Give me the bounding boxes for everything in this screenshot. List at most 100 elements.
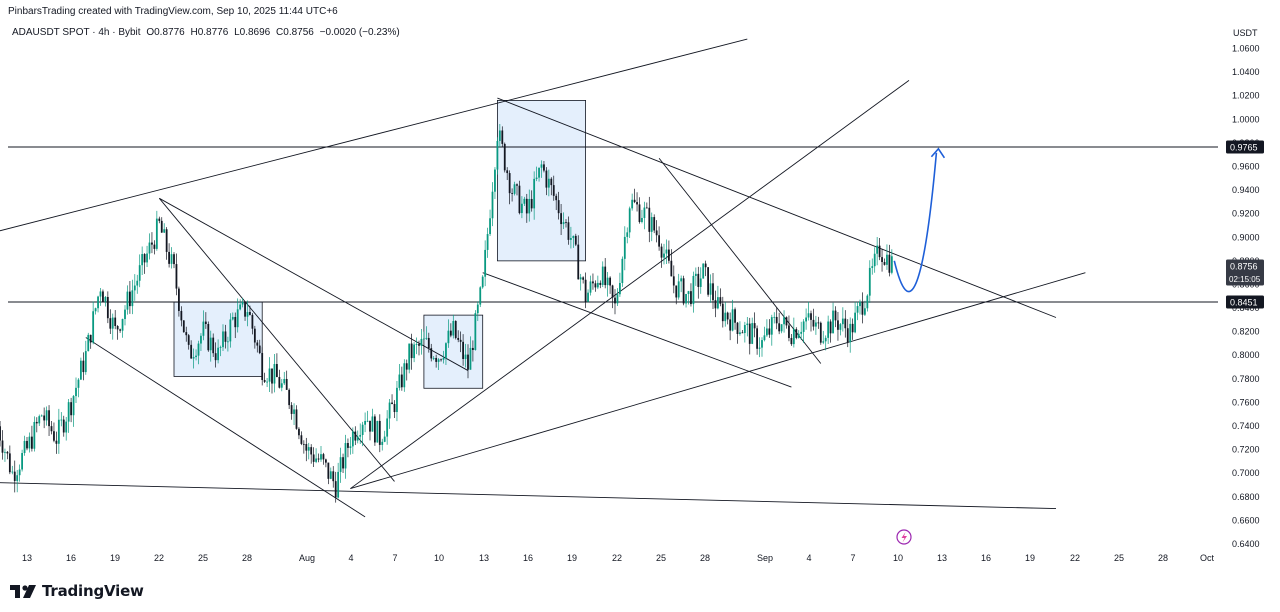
candle-body[interactable]: [6, 451, 9, 454]
candle-body[interactable]: [200, 335, 202, 344]
candle-body[interactable]: [119, 329, 121, 331]
candle-body[interactable]: [873, 253, 876, 267]
candle-body[interactable]: [82, 360, 85, 373]
candle-body[interactable]: [854, 312, 856, 333]
candle-body[interactable]: [400, 374, 403, 388]
candle-body[interactable]: [645, 207, 648, 209]
candle-body[interactable]: [266, 381, 268, 383]
candle-body[interactable]: [494, 169, 496, 192]
candle-body[interactable]: [868, 267, 871, 296]
candle-body[interactable]: [38, 416, 41, 424]
candle-body[interactable]: [413, 344, 415, 359]
candle-body[interactable]: [677, 281, 680, 298]
candle-body[interactable]: [653, 217, 656, 231]
candle-body[interactable]: [227, 341, 229, 343]
candle-body[interactable]: [4, 451, 6, 453]
candle-body[interactable]: [359, 434, 362, 437]
candle-body[interactable]: [195, 355, 197, 358]
candle-body[interactable]: [48, 410, 50, 427]
candle-body[interactable]: [106, 296, 109, 319]
candle-body[interactable]: [283, 378, 286, 384]
candle-body[interactable]: [812, 319, 815, 327]
candle-body[interactable]: [366, 420, 369, 422]
candle-body[interactable]: [391, 402, 393, 405]
candle-body[interactable]: [570, 238, 572, 240]
candle-body[interactable]: [28, 436, 31, 449]
candle-body[interactable]: [163, 229, 166, 233]
candle-body[interactable]: [523, 198, 526, 204]
candle-body[interactable]: [185, 332, 188, 336]
candle-body[interactable]: [305, 444, 308, 451]
candle-body[interactable]: [354, 431, 357, 441]
candle-body[interactable]: [638, 204, 641, 222]
candle-body[interactable]: [435, 357, 438, 362]
candle-body[interactable]: [445, 343, 447, 358]
candle-body[interactable]: [552, 185, 555, 196]
candle-body[interactable]: [334, 481, 337, 498]
candle-body[interactable]: [748, 323, 751, 344]
candle-body[interactable]: [374, 416, 376, 443]
candle-body[interactable]: [420, 338, 423, 346]
candle-body[interactable]: [525, 198, 528, 214]
projection-arrow-path[interactable]: [893, 152, 938, 293]
candle-body[interactable]: [317, 458, 320, 460]
candle-body[interactable]: [886, 254, 888, 265]
candle-body[interactable]: [57, 419, 60, 444]
candle-body[interactable]: [50, 426, 53, 432]
candle-body[interactable]: [418, 344, 420, 346]
candle-body[interactable]: [658, 235, 660, 247]
candle-body[interactable]: [447, 330, 450, 344]
candle-body[interactable]: [792, 329, 795, 345]
candle-body[interactable]: [628, 208, 631, 233]
candle-body[interactable]: [582, 277, 585, 280]
candle-body[interactable]: [258, 345, 261, 354]
candle-body[interactable]: [518, 185, 521, 214]
candle-body[interactable]: [1, 440, 4, 453]
candle-body[interactable]: [866, 295, 869, 309]
candle-body[interactable]: [43, 415, 46, 421]
candle-body[interactable]: [841, 318, 844, 325]
candle-body[interactable]: [584, 279, 587, 302]
trend-line[interactable]: [0, 38, 748, 232]
candle-body[interactable]: [805, 317, 807, 322]
candle-body[interactable]: [121, 319, 124, 331]
candle-body[interactable]: [383, 436, 386, 442]
candle-body[interactable]: [361, 424, 364, 435]
candle-body[interactable]: [472, 347, 474, 350]
symbol-title[interactable]: ADAUSDT SPOT · 4h · Bybit: [12, 27, 141, 38]
candle-body[interactable]: [75, 387, 77, 397]
candle-body[interactable]: [138, 265, 141, 281]
candle-body[interactable]: [511, 193, 513, 194]
candle-body[interactable]: [773, 316, 776, 318]
candle-body[interactable]: [538, 167, 540, 178]
candle-body[interactable]: [790, 337, 793, 345]
candle-body[interactable]: [273, 364, 276, 384]
candle-body[interactable]: [288, 389, 291, 406]
candle-body[interactable]: [229, 319, 232, 342]
candle-body[interactable]: [594, 283, 597, 288]
candle-body[interactable]: [609, 277, 611, 286]
candle-body[interactable]: [682, 278, 685, 304]
candle-body[interactable]: [427, 337, 430, 349]
candle-body[interactable]: [160, 220, 163, 233]
candle-body[interactable]: [109, 318, 112, 329]
candle-body[interactable]: [423, 338, 425, 340]
candle-body[interactable]: [129, 291, 131, 307]
candle-body[interactable]: [80, 360, 82, 380]
candle-body[interactable]: [626, 232, 629, 237]
candle-body[interactable]: [469, 347, 472, 370]
candle-body[interactable]: [572, 235, 575, 239]
candle-body[interactable]: [648, 207, 651, 232]
candle-body[interactable]: [579, 277, 582, 280]
candle-body[interactable]: [555, 195, 558, 201]
candle-body[interactable]: [687, 291, 690, 295]
candle-body[interactable]: [312, 454, 315, 462]
candle-body[interactable]: [339, 457, 342, 472]
candle-body[interactable]: [126, 291, 129, 310]
candle-body[interactable]: [491, 191, 494, 219]
candle-body[interactable]: [170, 254, 173, 264]
candle-body[interactable]: [261, 353, 264, 381]
candle-body[interactable]: [721, 303, 724, 322]
candle-body[interactable]: [839, 324, 842, 330]
candle-body[interactable]: [849, 323, 852, 343]
